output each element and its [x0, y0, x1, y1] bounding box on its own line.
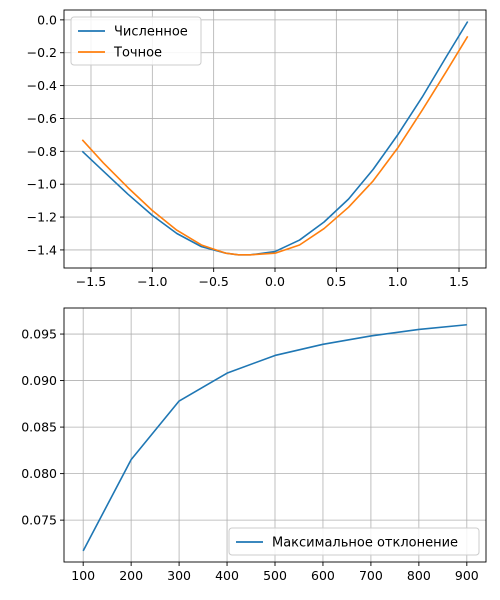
y-tick-label: 0.080 — [21, 466, 57, 481]
y-tick-label: −1.2 — [27, 210, 57, 225]
y-tick-label: 0.0 — [37, 12, 57, 27]
chart-top: −1.5 −1.0 −0.5 0.0 0.5 1.0 1.5 0.0 −0.2 −0.4 −0.6 −… — [27, 9, 487, 289]
x-tick-label: 100 — [71, 568, 95, 583]
series-line-1 — [81, 35, 469, 256]
chart-bottom: 100 200 300 400 500 600 700 800 900 0.075 0.080 0.0… — [21, 307, 487, 583]
y-tick-label: 0.095 — [21, 327, 57, 342]
legend-box — [70, 16, 202, 66]
y-tick-label: −1.0 — [27, 177, 57, 192]
x-tick-label: −0.5 — [198, 274, 228, 289]
x-tick-label: 1.0 — [388, 274, 408, 289]
y-tick-label: −0.8 — [27, 144, 57, 159]
y-tick-label: −1.4 — [27, 242, 57, 257]
x-tick-label: 900 — [455, 568, 479, 583]
legend: Максимальное отклонение — [228, 527, 480, 556]
y-tick-label: −0.4 — [27, 78, 57, 93]
legend-label-1: Точное — [113, 46, 162, 61]
y-tick-label: 0.075 — [21, 513, 57, 528]
y-tick-label: 0.085 — [21, 420, 57, 435]
y-tick-label: 0.090 — [21, 373, 57, 388]
series-line-0 — [82, 323, 467, 552]
x-tick-label: 1.5 — [449, 274, 469, 289]
x-tick-label: 700 — [359, 568, 383, 583]
y-tick-label: −0.2 — [27, 45, 57, 60]
x-tick-label: 600 — [311, 568, 335, 583]
x-tick-label: −1.0 — [137, 274, 167, 289]
legend-box — [228, 527, 480, 556]
x-tick-label: 0.0 — [265, 274, 285, 289]
y-tick-label: −0.6 — [27, 111, 57, 126]
x-tick-label: 800 — [407, 568, 431, 583]
legend: Численное Точное — [70, 16, 202, 66]
x-tick-label: −1.5 — [76, 274, 106, 289]
x-tick-label: 0.5 — [326, 274, 346, 289]
legend-label-0: Численное — [114, 25, 188, 40]
legend-label-0: Максимальное отклонение — [272, 536, 458, 551]
series-line-0 — [81, 21, 469, 256]
x-tick-label: 200 — [119, 568, 143, 583]
x-tick-label: 400 — [215, 568, 239, 583]
x-tick-label: 500 — [263, 568, 287, 583]
x-tick-label: 300 — [167, 568, 191, 583]
